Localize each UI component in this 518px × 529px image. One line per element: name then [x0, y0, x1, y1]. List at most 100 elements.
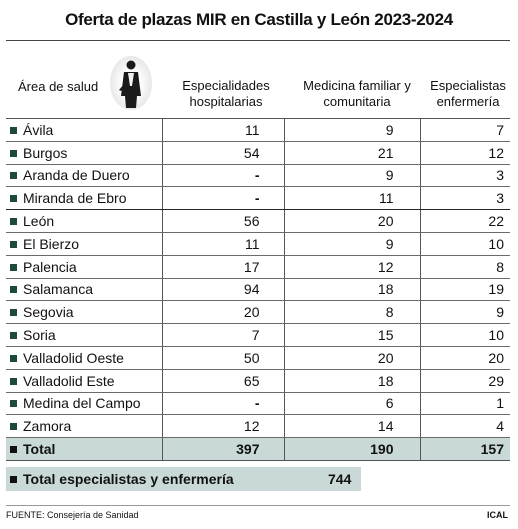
table-row: Soria 7 15 10 [6, 323, 510, 347]
enfermeria-value: 1 [419, 392, 510, 416]
enfermeria-value: 10 [419, 232, 510, 256]
hospitalarias-value: 12 [161, 414, 284, 439]
area-name: Palencia [6, 255, 162, 279]
area-label: Palencia [23, 258, 77, 275]
grand-total-row: Total especialistas y enfermería 744 [6, 467, 361, 491]
enfermeria-value: 3 [419, 186, 510, 211]
bullet-marker [10, 354, 17, 362]
hospitalarias-value: 17 [161, 255, 284, 279]
table-row: Salamanca 94 18 19 [6, 278, 510, 302]
hospitalarias-value: 20 [161, 300, 284, 325]
table-row: Palencia 17 12 8 [6, 255, 510, 279]
area-label: Valladolid Este [23, 372, 115, 389]
header-medicina-familiar: Medicina familiar y comunitaria [303, 78, 411, 109]
area-name: León [6, 209, 162, 233]
enfermeria-value: 20 [419, 346, 510, 370]
mir-table: Ávila 11 9 7 Burgos 54 21 12 Aranda de Duero -9 3 M… [6, 118, 510, 461]
header-area: Área de salud [18, 79, 99, 94]
medicina-familiar-value: 6 [283, 392, 420, 416]
table-row: Valladolid Oeste 50 20 20 [6, 346, 510, 370]
area-label: León [23, 213, 55, 230]
total-hospitalarias: 397 [161, 437, 284, 461]
hospitalarias-value: 54 [161, 141, 284, 165]
brand-logo: ICAL [487, 510, 508, 520]
hospitalarias-value: - [161, 164, 284, 188]
enfermeria-value: 7 [419, 118, 510, 142]
medicina-familiar-value: 14 [283, 414, 420, 439]
total-enfermeria: 157 [419, 437, 510, 461]
total-medicina-familiar: 190 [283, 437, 420, 461]
table-row: Segovia 20 8 9 [6, 300, 510, 325]
table-row: Burgos 54 21 12 [6, 141, 510, 165]
hospitalarias-value: 65 [161, 369, 284, 393]
title-divider [6, 40, 510, 41]
medicina-familiar-value: 20 [283, 346, 420, 370]
bullet-marker [10, 309, 17, 317]
bullet-marker [10, 423, 17, 431]
total-label: Total [23, 441, 56, 458]
area-name: Burgos [6, 141, 162, 165]
enfermeria-value: 4 [419, 414, 510, 439]
medicina-familiar-value: 9 [283, 118, 420, 142]
medicina-familiar-value: 20 [283, 209, 420, 233]
area-label: Miranda de Ebro [23, 190, 127, 207]
bullet-marker [10, 218, 17, 226]
medicina-familiar-value: 12 [283, 255, 420, 279]
total-label-cell: Total [6, 437, 162, 461]
medicina-familiar-value: 8 [283, 300, 420, 325]
medicina-familiar-value: 9 [283, 232, 420, 256]
enfermeria-value: 3 [419, 164, 510, 188]
area-label: Ávila [23, 121, 54, 138]
enfermeria-value: 9 [419, 300, 510, 325]
area-name: Valladolid Este [6, 369, 162, 393]
table-row: Medina del Campo -6 1 [6, 392, 510, 416]
medicina-familiar-value: 18 [283, 369, 420, 393]
hospitalarias-value: 7 [161, 323, 284, 347]
bullet-marker [10, 263, 17, 271]
table-row: Valladolid Este 65 18 29 [6, 369, 510, 393]
grand-total-label: Total especialistas y enfermería [23, 471, 234, 487]
table-header: Área de salud Especialidades hospitalari… [6, 52, 510, 118]
header-especialidades: Especialidades hospitalarias [182, 78, 270, 109]
enfermeria-value: 8 [419, 255, 510, 279]
hospitalarias-value: 94 [161, 278, 284, 302]
hospitalarias-value: - [161, 392, 284, 416]
grand-total-value: 744 [328, 471, 352, 487]
hospitalarias-value: - [161, 186, 284, 211]
area-name: Segovia [6, 300, 162, 325]
header-enfermeria: Especialistas enfermería [430, 78, 506, 109]
hospitalarias-value: 50 [161, 346, 284, 370]
bullet-marker [10, 149, 17, 157]
bullet-marker [10, 126, 17, 134]
enfermeria-value: 12 [419, 141, 510, 165]
bullet-marker [10, 446, 17, 454]
table-row: León 56 20 22 [6, 209, 510, 233]
area-name: Valladolid Oeste [6, 346, 162, 370]
enfermeria-value: 10 [419, 323, 510, 347]
doctor-icon [110, 56, 152, 110]
area-label: Burgos [23, 144, 68, 161]
medicina-familiar-value: 18 [283, 278, 420, 302]
bullet-marker [10, 195, 17, 203]
hospitalarias-value: 11 [161, 118, 284, 142]
area-name: Salamanca [6, 278, 162, 302]
area-name: Aranda de Duero [6, 164, 162, 188]
bullet-marker [10, 172, 17, 180]
area-label: Valladolid Oeste [23, 349, 124, 366]
area-name: Medina del Campo [6, 392, 162, 416]
hospitalarias-value: 11 [161, 232, 284, 256]
bullet-marker [10, 286, 17, 294]
footer-divider [6, 505, 510, 506]
area-name: Ávila [6, 118, 162, 142]
bullet-marker [10, 240, 17, 248]
hospitalarias-value: 56 [161, 209, 284, 233]
bullet-marker [10, 476, 17, 483]
medicina-familiar-value: 15 [283, 323, 420, 347]
area-name: Miranda de Ebro [6, 186, 162, 211]
page-title: Oferta de plazas MIR en Castilla y León … [65, 10, 453, 29]
area-label: Zamora [23, 418, 72, 435]
table-row: Zamora 12 14 4 [6, 414, 510, 439]
source-note: FUENTE: Consejería de Sanidad [6, 510, 139, 520]
area-label: Soria [23, 327, 56, 344]
table-row: El Bierzo 11 9 10 [6, 232, 510, 256]
